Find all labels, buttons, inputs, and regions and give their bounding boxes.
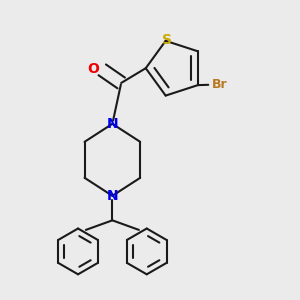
Text: Br: Br	[212, 78, 227, 91]
Text: N: N	[106, 189, 118, 203]
Text: S: S	[162, 32, 172, 46]
Text: N: N	[106, 117, 118, 131]
Text: O: O	[88, 62, 100, 76]
